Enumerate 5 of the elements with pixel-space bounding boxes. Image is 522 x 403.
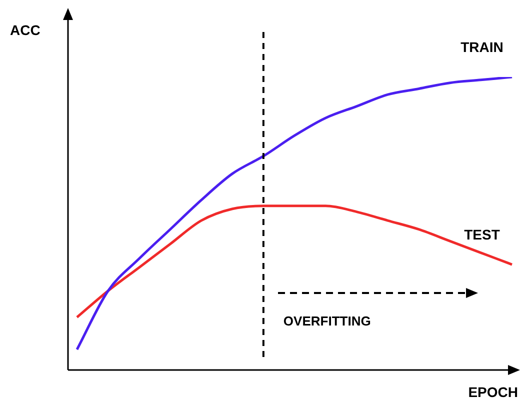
x-axis-title: EPOCH <box>468 384 518 400</box>
series-label: TEST <box>464 226 500 242</box>
annotation: OVERFITTING <box>283 314 371 329</box>
series-label: TRAIN <box>460 38 504 55</box>
y-axis-title: ACC <box>10 22 40 38</box>
